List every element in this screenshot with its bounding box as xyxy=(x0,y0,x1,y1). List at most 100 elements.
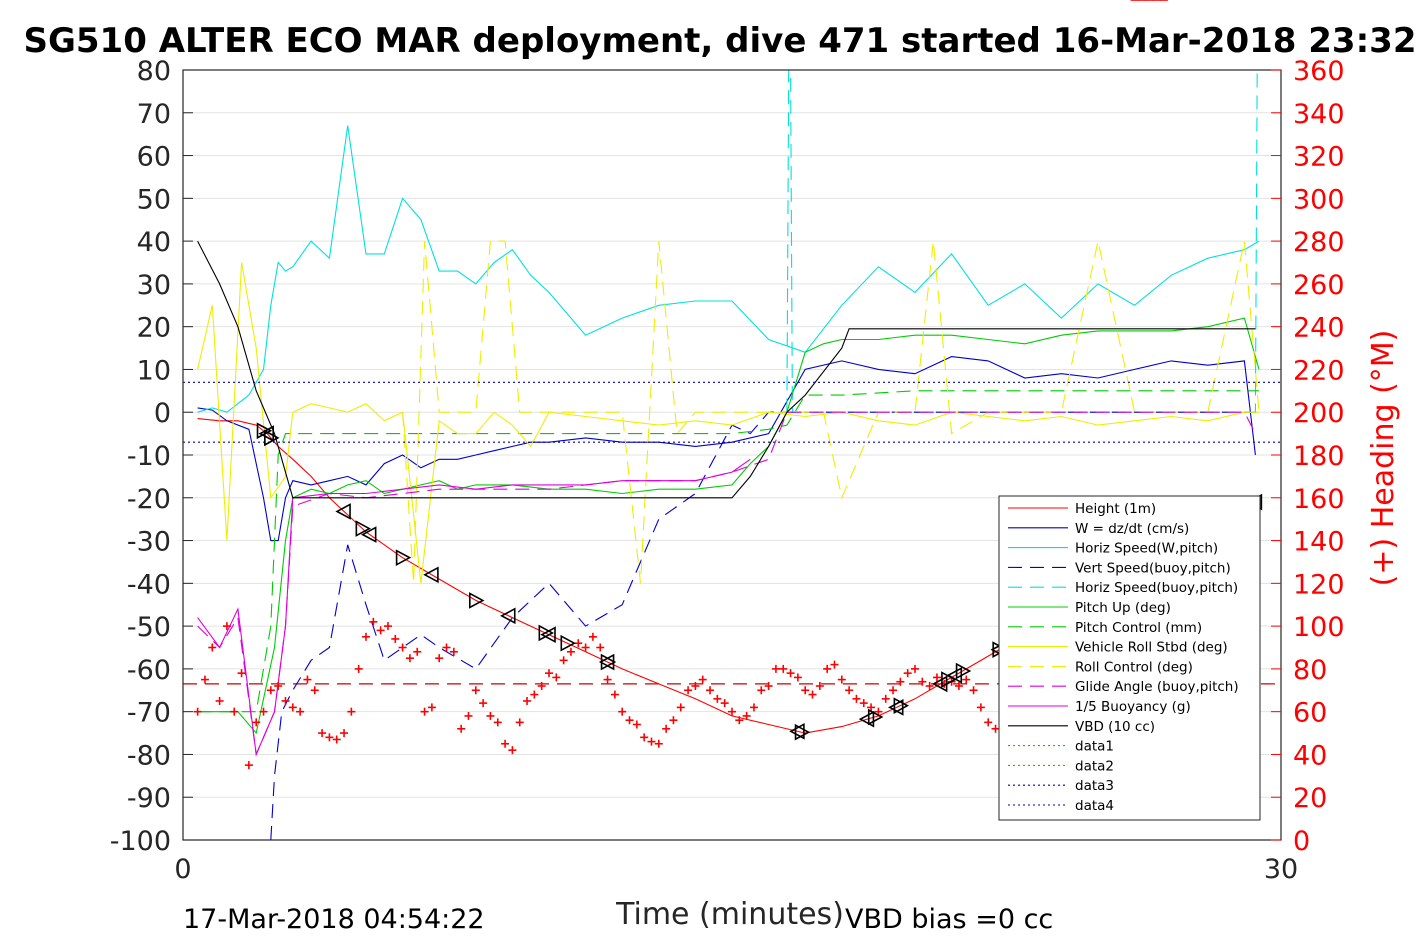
heading-point xyxy=(354,664,363,673)
heading-point xyxy=(984,718,993,727)
heading-point xyxy=(362,632,370,641)
x-tick-label: 0 xyxy=(174,854,191,885)
legend-label-horiz-speed-buoy-pitch: Horiz Speed(buoy,pitch) xyxy=(1075,580,1238,596)
y-tick-label-right: 300 xyxy=(1293,184,1345,215)
y-tick-label-left: -30 xyxy=(127,527,171,558)
heading-point xyxy=(632,720,641,729)
legend-label-data2: data2 xyxy=(1075,758,1114,774)
heading-point xyxy=(545,669,553,678)
series-line-roll-control-deg xyxy=(402,240,1260,584)
heading-point xyxy=(728,707,736,716)
triangle-marker xyxy=(893,697,910,715)
heading-point xyxy=(786,669,795,678)
heading-point xyxy=(889,686,898,695)
heading-point xyxy=(779,664,788,673)
heading-point xyxy=(457,724,466,733)
y-tick-label-right: 340 xyxy=(1293,99,1345,130)
y-tick-label-right: 100 xyxy=(1293,612,1345,643)
heading-point xyxy=(244,761,253,770)
triangle-marker xyxy=(560,634,576,652)
heading-point xyxy=(911,664,919,673)
heading-point xyxy=(479,699,488,708)
series-line-horiz-speed-w-pitch xyxy=(197,125,1260,413)
x-axis-label: Time (minutes) xyxy=(615,897,844,932)
triangle-marker xyxy=(468,592,485,609)
heading-point xyxy=(405,654,414,663)
heading-point xyxy=(757,686,766,695)
heading-point xyxy=(749,703,758,712)
legend-label-pitch-up-deg: Pitch Up (deg) xyxy=(1075,600,1171,616)
heading-point xyxy=(530,690,539,699)
y-tick-label-left: -10 xyxy=(127,441,171,472)
heading-point xyxy=(735,716,744,725)
heading-point xyxy=(698,675,707,684)
triangle-marker xyxy=(789,723,805,740)
heading-point xyxy=(208,643,217,652)
heading-point xyxy=(764,682,773,690)
heading-point xyxy=(303,675,312,684)
y-axis-right-ticks: 3603403203002802602402202001801601401201… xyxy=(1271,56,1345,857)
series-line-vbd-10-cc xyxy=(197,240,1256,499)
triangle-marker xyxy=(360,526,377,543)
y-tick-label-left: -50 xyxy=(127,612,171,643)
heading-point xyxy=(684,686,693,695)
legend-label-height-1m: Height (1m) xyxy=(1075,501,1156,517)
legend-label-w-dz-dt-cm-s: W = dz/dt (cm/s) xyxy=(1075,521,1189,537)
y-tick-label-left: 70 xyxy=(137,99,171,130)
heading-point xyxy=(215,696,224,705)
heading-point xyxy=(588,632,597,641)
heading-point xyxy=(618,707,627,716)
y-tick-label-right: 220 xyxy=(1293,355,1345,386)
y-tick-label-left: -90 xyxy=(127,783,171,814)
heading-point xyxy=(413,647,422,656)
triangle-marker xyxy=(258,425,274,442)
heading-point xyxy=(427,703,436,712)
y-tick-label-left: -100 xyxy=(110,826,171,857)
legend-label-data3: data3 xyxy=(1075,778,1114,794)
heading-point xyxy=(347,707,356,716)
y-tick-label-left: -70 xyxy=(127,698,171,729)
legend-label-vbd-10-cc: VBD (10 cc) xyxy=(1075,719,1155,735)
triangle-marker xyxy=(867,708,884,726)
heading-point xyxy=(552,673,561,682)
heading-point xyxy=(566,647,575,656)
series-line-vert-speed-buoy-pitch xyxy=(270,411,1256,840)
y-tick-label-right: 160 xyxy=(1293,484,1345,515)
heading-point xyxy=(771,664,780,673)
triangle-marker xyxy=(335,503,351,520)
heading-point xyxy=(706,686,715,695)
heading-point xyxy=(808,690,817,699)
y-tick-label-left: -60 xyxy=(127,655,171,686)
heading-point xyxy=(837,675,846,684)
heading-point xyxy=(654,739,663,748)
heading-point xyxy=(391,634,400,643)
y-tick-label-right: 20 xyxy=(1293,783,1327,814)
heading-point xyxy=(581,643,590,652)
heading-point xyxy=(266,686,275,695)
heading-point xyxy=(603,675,612,684)
heading-point xyxy=(515,718,524,727)
heading-point xyxy=(508,746,517,755)
y-tick-label-right: 320 xyxy=(1293,142,1345,173)
heading-point xyxy=(325,733,334,742)
heading-point xyxy=(332,735,341,744)
x-axis-ticks: 0 30 xyxy=(174,830,1298,885)
triangle-marker xyxy=(264,429,280,447)
series-line-pitch-control-mm xyxy=(197,390,1259,713)
legend-label-horiz-speed-w-pitch: Horiz Speed(W,pitch) xyxy=(1075,541,1218,557)
heading-point xyxy=(969,686,978,695)
triangle-marker xyxy=(540,626,556,644)
heading-point xyxy=(691,682,700,690)
heading-point xyxy=(859,699,868,708)
heading-point xyxy=(954,682,963,690)
heading-point xyxy=(559,656,568,665)
heading-point xyxy=(296,707,305,716)
series-line-vehicle-roll-stbd-deg xyxy=(197,262,1259,584)
heading-point xyxy=(281,696,290,705)
y-tick-label-left: 80 xyxy=(137,56,171,87)
x-tick-label: 30 xyxy=(1264,854,1298,885)
heading-point xyxy=(852,694,861,703)
legend-box xyxy=(998,495,1261,821)
footer-timestamp: 17-Mar-2018 04:54:22 xyxy=(183,904,485,935)
